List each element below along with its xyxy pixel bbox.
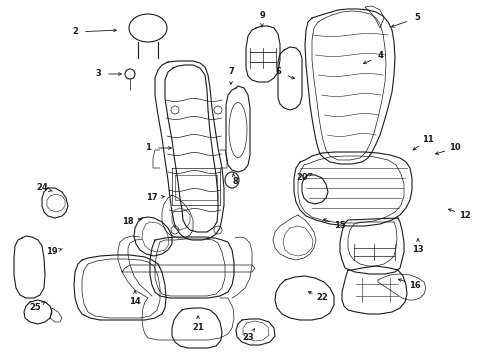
Text: 11: 11 bbox=[421, 135, 433, 144]
Text: 25: 25 bbox=[29, 303, 41, 312]
Text: 3: 3 bbox=[95, 69, 101, 78]
Text: 14: 14 bbox=[129, 297, 141, 306]
Text: 16: 16 bbox=[408, 280, 420, 289]
Text: 6: 6 bbox=[274, 68, 281, 77]
Text: 19: 19 bbox=[46, 248, 58, 256]
Text: 23: 23 bbox=[242, 333, 253, 342]
Text: 24: 24 bbox=[36, 184, 48, 193]
Text: 17: 17 bbox=[146, 194, 158, 202]
Text: 5: 5 bbox=[413, 13, 419, 22]
Text: 18: 18 bbox=[122, 217, 134, 226]
Text: 13: 13 bbox=[411, 246, 423, 255]
Text: 1: 1 bbox=[145, 144, 151, 153]
Text: 10: 10 bbox=[448, 144, 460, 153]
Text: 4: 4 bbox=[377, 51, 383, 60]
Text: 9: 9 bbox=[259, 12, 264, 21]
Text: 22: 22 bbox=[315, 293, 327, 302]
Text: 12: 12 bbox=[458, 211, 470, 220]
Text: 2: 2 bbox=[72, 27, 78, 36]
Text: 8: 8 bbox=[232, 177, 237, 186]
Text: 20: 20 bbox=[296, 174, 307, 183]
Text: 15: 15 bbox=[333, 220, 345, 230]
Text: 7: 7 bbox=[228, 68, 233, 77]
Text: 21: 21 bbox=[192, 324, 203, 333]
